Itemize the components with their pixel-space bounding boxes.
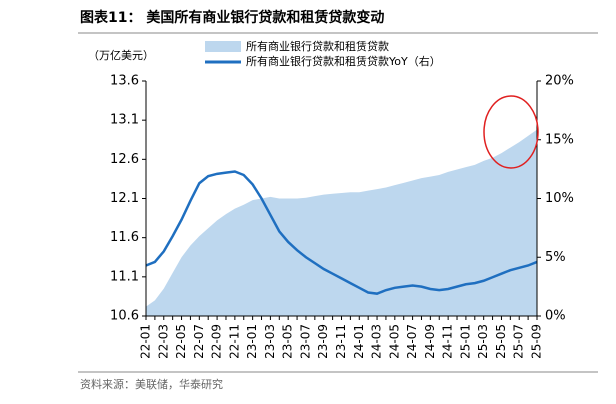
x-tick-label: 24-11 <box>441 324 455 359</box>
x-tick-label: 24-03 <box>370 324 384 359</box>
y-tick-label: 11.6 <box>110 230 139 245</box>
x-tick-label: 23-05 <box>281 324 295 359</box>
chart-title: 图表11： 美国所有商业银行贷款和租赁贷款变动 <box>80 9 384 26</box>
x-tick-label: 23-07 <box>298 324 312 359</box>
x-tick-label: 24-05 <box>387 324 401 359</box>
x-tick-label: 25-05 <box>494 324 508 359</box>
legend-label: 所有商业银行贷款和租赁贷款 <box>246 39 389 53</box>
y2-tick-label: 5% <box>545 250 566 265</box>
y2-tick-label: 10% <box>545 191 574 206</box>
x-tick-label: 23-09 <box>316 324 330 359</box>
line <box>145 170 538 295</box>
x-tick-label: 22-05 <box>174 324 188 359</box>
y-tick-label: 11.1 <box>110 269 139 284</box>
x-tick-label: 24-07 <box>405 324 419 359</box>
x-tick-label: 23-01 <box>245 324 259 359</box>
highlight-circle <box>483 95 539 169</box>
x-tick-label: 22-11 <box>227 324 241 359</box>
x-tick-label: 22-01 <box>139 324 153 359</box>
x-tick-label: 23-03 <box>263 324 277 359</box>
x-tick-label: 23-11 <box>334 324 348 359</box>
y2-tick-label: 0% <box>545 309 566 324</box>
x-tick-label: 25-03 <box>476 324 490 359</box>
y-tick-label: 10.6 <box>110 309 139 324</box>
x-tick-label: 25-07 <box>512 324 526 359</box>
y-tick-label: 12.1 <box>110 191 139 206</box>
y2-tick-label: 20% <box>545 74 574 89</box>
x-tick-label: 22-07 <box>192 324 206 359</box>
x-tick-label: 24-09 <box>423 324 437 359</box>
y2-tick-label: 15% <box>545 132 574 147</box>
source: 资料来源：美联储，华泰研究 <box>80 377 223 391</box>
x-tick-label: 25-09 <box>530 324 544 359</box>
x-tick-label: 24-01 <box>352 324 366 359</box>
area <box>146 129 537 316</box>
y-axis-unit: （万亿美元） <box>88 49 154 62</box>
legend-swatch-area <box>205 41 241 52</box>
y-tick-label: 13.1 <box>110 113 139 128</box>
x-tick-label: 22-03 <box>156 324 170 359</box>
y-tick-label: 13.6 <box>110 74 139 89</box>
y-tick-label: 12.6 <box>110 152 139 167</box>
legend-label: 所有商业银行贷款和租赁贷款YoY（右） <box>246 54 441 68</box>
x-tick-label: 22-09 <box>210 324 224 359</box>
x-tick-label: 25-01 <box>458 324 472 359</box>
